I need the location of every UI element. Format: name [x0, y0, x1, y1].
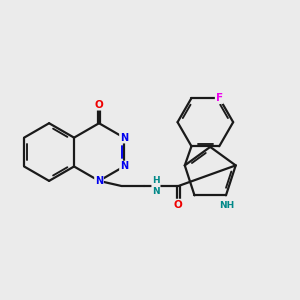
Text: N: N: [120, 161, 128, 172]
Text: NH: NH: [219, 201, 235, 210]
Text: O: O: [95, 100, 103, 110]
Text: N: N: [120, 133, 128, 142]
Text: H
N: H N: [152, 176, 160, 196]
Text: O: O: [174, 200, 183, 210]
Text: F: F: [216, 93, 223, 103]
Text: N: N: [95, 176, 103, 186]
